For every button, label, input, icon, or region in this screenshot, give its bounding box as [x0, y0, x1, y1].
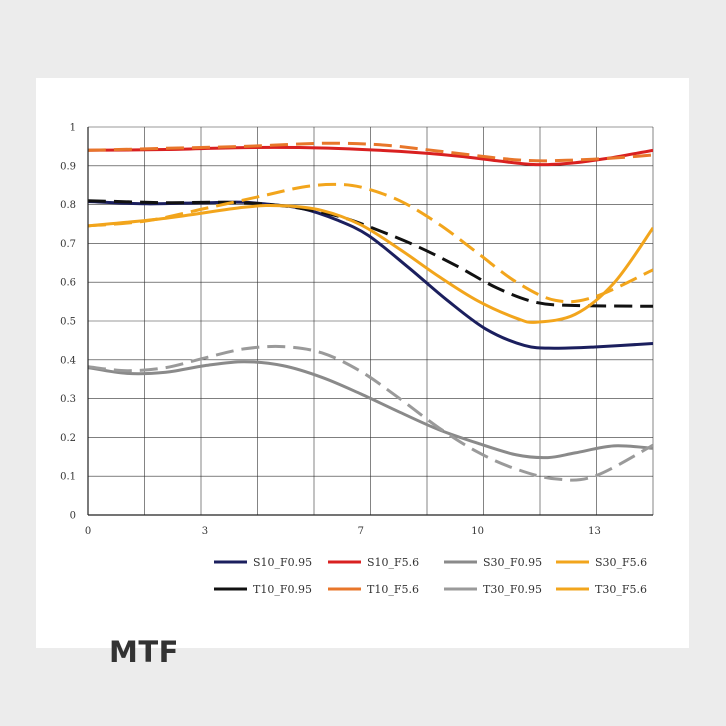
axes: 00.10.20.30.40.50.60.70.80.910 3 7 10 13 — [60, 123, 653, 537]
y-tick-label: 0.2 — [60, 433, 76, 444]
series-line-s30-f5-6 — [88, 203, 653, 324]
chart-card: 0 0.1 0.2 0.3 0.4 0.5 0.6 0.7 0.8 0.9 1 0 3 7 10 13 S10… — [36, 78, 689, 669]
series-line-s10-f5-6 — [88, 145, 653, 167]
y-tick-label: 0.6 — [60, 278, 76, 289]
x-tick-label: 13 — [588, 526, 601, 537]
legend-label: T10_F0.95 — [253, 583, 312, 596]
y-tick-label: 0.3 — [60, 394, 76, 405]
series-line-t10-f0-95 — [88, 199, 653, 308]
mtf-chart: 00.10.20.30.40.50.60.70.80.910 3 7 10 13 S10… — [60, 123, 654, 596]
y-tick-label: 0.7 — [60, 239, 76, 250]
y-tick-label: 0.5 — [60, 317, 76, 328]
x-tick-label: 3 — [202, 526, 208, 537]
series-line-s10-f0-95 — [88, 200, 653, 350]
y-tick-label: 0.1 — [60, 472, 76, 483]
x-tick-label: 0 — [85, 526, 91, 537]
series-line-t10-f5-6 — [88, 141, 653, 163]
legend-label: T10_F5.6 — [367, 583, 419, 596]
legend-label: S10_F0.95 — [253, 556, 312, 569]
legend: S10_F0.95 S10_F5.6 S30_F0.95 S30_F5.6 T10_F0… — [214, 556, 647, 596]
grid — [88, 126, 654, 516]
y-tick-label: 0.8 — [60, 200, 76, 211]
chart-title: MTF — [109, 635, 179, 669]
y-tick-label: 0.4 — [60, 355, 76, 366]
legend-label: T30_F0.95 — [483, 583, 542, 596]
series-line-s30-f0-95 — [88, 360, 653, 460]
y-tick-label: 0.9 — [60, 161, 76, 172]
x-tick-label: 7 — [358, 526, 364, 537]
series-line-t30-f0-95 — [88, 344, 653, 482]
series-line-t30-f5-6 — [88, 182, 653, 304]
legend-label: S30_F0.95 — [483, 556, 542, 569]
y-tick-label: 1 — [70, 123, 76, 134]
series-lines — [88, 141, 653, 482]
legend-label: T30_F5.6 — [595, 583, 647, 596]
y-tick-label: 0 — [70, 511, 76, 522]
x-tick-label: 10 — [471, 526, 484, 537]
legend-label: S10_F5.6 — [367, 556, 419, 569]
legend-label: S30_F5.6 — [595, 556, 647, 569]
